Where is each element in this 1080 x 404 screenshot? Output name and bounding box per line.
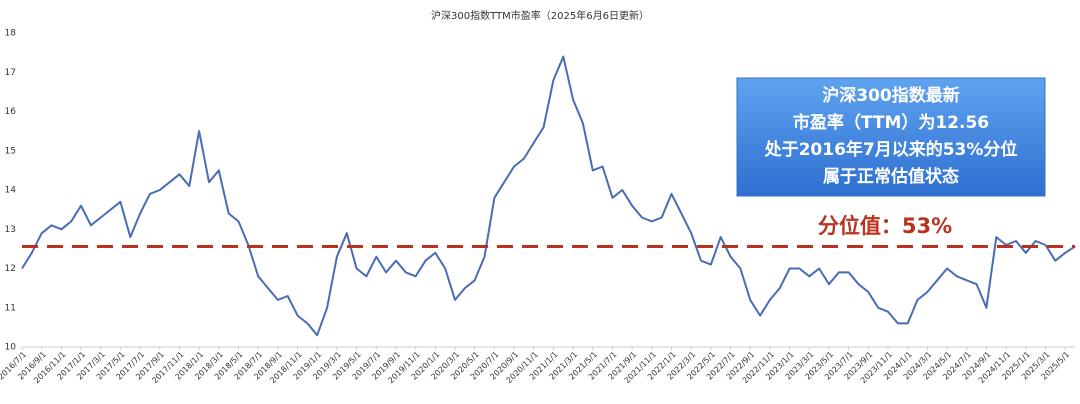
y-tick-label: 12: [5, 264, 16, 274]
y-tick-label: 16: [5, 107, 17, 117]
y-tick-label: 11: [5, 303, 16, 313]
reference-label: 分位值：53%: [818, 214, 952, 238]
y-tick-label: 17: [5, 68, 16, 78]
annotation-text: 市盈率（TTM）为12.56: [793, 112, 989, 133]
line-series: [21, 55, 1076, 337]
y-tick-label: 18: [5, 29, 17, 39]
annotation-text: 沪深300指数最新: [822, 85, 960, 106]
annotation-text: 处于2016年7月以来的53%分位: [764, 139, 1018, 160]
y-tick-label: 13: [5, 225, 16, 235]
chart-title: 沪深300指数TTM市盈率（2025年6月6日更新）: [431, 9, 649, 22]
annotation-box: [736, 77, 1046, 197]
y-tick-label: 15: [5, 146, 16, 156]
y-tick-label: 10: [5, 343, 17, 353]
y-tick-label: 14: [5, 186, 17, 196]
annotation-text: 属于正常估值状态: [823, 166, 959, 187]
